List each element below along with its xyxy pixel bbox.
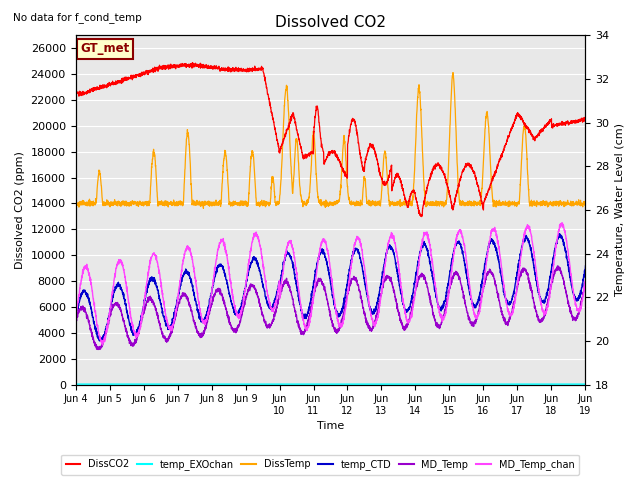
Text: GT_met: GT_met — [81, 42, 130, 55]
Text: No data for f_cond_temp: No data for f_cond_temp — [13, 12, 141, 23]
Y-axis label: Temperature, Water Level (cm): Temperature, Water Level (cm) — [615, 123, 625, 297]
Y-axis label: Dissolved CO2 (ppm): Dissolved CO2 (ppm) — [15, 151, 25, 269]
Legend: DissCO2, temp_EXOchan, DissTemp, temp_CTD, MD_Temp, MD_Temp_chan: DissCO2, temp_EXOchan, DissTemp, temp_CT… — [61, 455, 579, 475]
X-axis label: Time: Time — [317, 421, 344, 432]
Title: Dissolved CO2: Dissolved CO2 — [275, 15, 386, 30]
